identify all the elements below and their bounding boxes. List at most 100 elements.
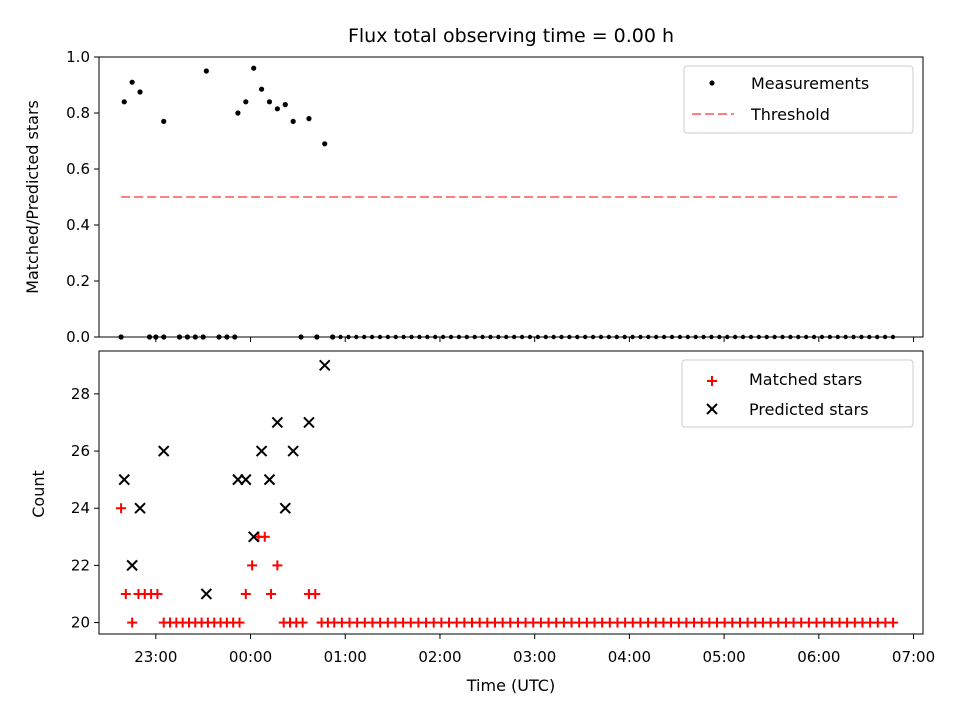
measurement-point — [709, 334, 714, 340]
predicted-point — [271, 416, 284, 429]
measurement-point — [354, 334, 359, 340]
measurement-point — [511, 334, 517, 340]
measurement-point — [606, 334, 612, 340]
measurement-point — [290, 118, 296, 124]
measurement-point — [322, 141, 328, 147]
measurement-point — [361, 334, 367, 340]
measurement-point — [200, 334, 206, 340]
measurement-point — [153, 334, 159, 340]
measurements-legend-marker — [709, 80, 715, 86]
measurement-point — [369, 334, 375, 340]
measurement-point — [582, 334, 588, 340]
measurement-point — [176, 334, 183, 340]
measurement-point — [756, 334, 762, 340]
measurement-point — [764, 334, 769, 340]
measurement-point — [646, 334, 651, 340]
measurement-point — [669, 334, 675, 340]
measurement-point — [622, 334, 627, 340]
count-legend: Matched stars Predicted stars — [681, 359, 914, 428]
count-y-tick-label: 22 — [71, 556, 90, 574]
measurement-point — [377, 334, 383, 340]
ratio-y-axis-label: Matched/Predicted stars — [23, 100, 42, 294]
x-tick-label: 03:00 — [513, 648, 556, 666]
measurement-point — [192, 334, 198, 340]
measurement-point — [456, 334, 462, 340]
predicted-point — [319, 359, 331, 372]
measurement-point — [251, 65, 257, 71]
measurement-point — [843, 334, 848, 340]
measurement-point — [748, 334, 754, 340]
measurement-point — [882, 334, 888, 340]
matched-point — [120, 588, 131, 599]
measurement-point — [496, 334, 501, 340]
measurement-point — [575, 334, 580, 340]
measurement-point — [788, 334, 793, 340]
matched-legend-marker — [707, 376, 717, 386]
measurement-point — [835, 334, 840, 340]
measurement-point — [654, 334, 659, 340]
predicted-legend-label: Predicted stars — [749, 400, 869, 419]
measurement-point — [803, 334, 809, 340]
predicted-point — [303, 416, 315, 429]
x-tick-label: 04:00 — [608, 648, 651, 666]
measurement-point — [385, 334, 391, 340]
measurement-point — [216, 334, 222, 340]
predicted-point — [158, 445, 170, 457]
measurement-point — [819, 334, 825, 340]
count-y-tick-label: 26 — [71, 442, 90, 460]
ratio-panel: 0.0 0.2 0.4 0.6 0.8 1.0 Measurements Threshold — [66, 48, 924, 346]
measurement-point — [693, 334, 698, 340]
measurement-point — [146, 334, 153, 340]
count-legend-box — [681, 359, 914, 428]
measurement-point — [504, 334, 509, 340]
matched-point — [310, 588, 321, 599]
measurement-point — [685, 334, 690, 340]
measurement-point — [590, 334, 596, 340]
measurement-point — [796, 334, 801, 340]
ratio-plot-frame — [98, 56, 924, 338]
predicted-point — [118, 473, 130, 486]
measurement-point — [780, 334, 785, 340]
ratio-legend-box — [683, 65, 914, 134]
measurement-point — [184, 334, 190, 340]
measurement-point — [890, 334, 896, 340]
matched-point — [127, 617, 138, 628]
matched-point — [247, 560, 258, 571]
measurement-point — [161, 118, 167, 124]
matched-point — [272, 560, 283, 571]
measurement-point — [725, 334, 730, 340]
measurement-point — [867, 334, 872, 340]
x-tick-label: 23:00 — [134, 648, 177, 666]
measurement-point — [121, 99, 127, 105]
measurement-point — [811, 334, 817, 340]
measurement-point — [488, 334, 493, 340]
measurement-point — [614, 334, 619, 340]
measurement-point — [677, 334, 683, 340]
measurement-point — [567, 334, 572, 340]
measurement-point — [480, 334, 485, 340]
measurement-point — [464, 334, 470, 340]
measurement-point — [772, 334, 777, 340]
measurement-point — [235, 110, 241, 116]
measurement-point — [448, 334, 454, 340]
measurement-point — [330, 334, 336, 340]
measurement-point — [440, 334, 446, 340]
measurement-point — [346, 334, 351, 340]
predicted-point — [263, 473, 276, 486]
measurement-point — [232, 334, 238, 340]
count-y-tick-label: 24 — [71, 499, 90, 517]
measurement-point — [417, 334, 422, 340]
matched-point — [240, 588, 251, 599]
measurement-point — [638, 334, 643, 340]
measurement-point — [306, 116, 312, 122]
measurement-point — [409, 334, 414, 340]
measurement-point — [875, 334, 880, 340]
measurement-point — [433, 334, 438, 340]
measurement-point — [425, 334, 430, 340]
matched-point — [116, 503, 127, 514]
matched-point — [259, 531, 270, 542]
measurement-point — [472, 334, 477, 340]
measurement-point — [298, 334, 304, 340]
measurement-point — [129, 79, 135, 85]
